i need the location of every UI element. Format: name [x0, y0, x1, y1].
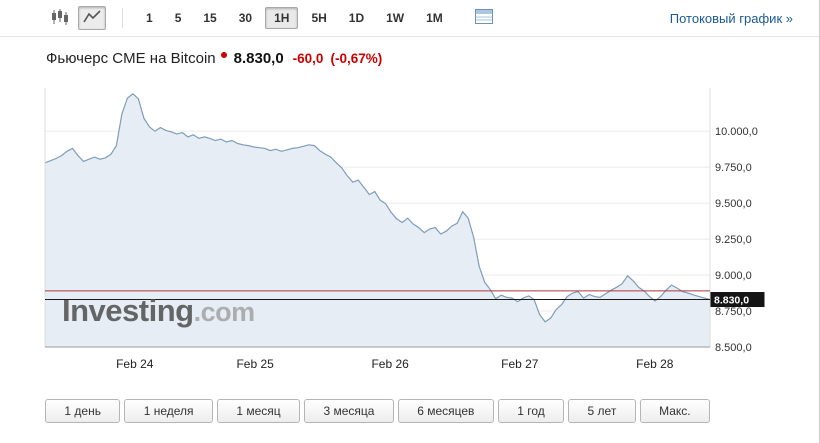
range-button-5-лет[interactable]: 5 лет	[568, 399, 636, 423]
data-panel-icon	[474, 9, 493, 27]
range-button-макс[interactable]: Макс.	[639, 399, 711, 423]
streaming-chart-link[interactable]: Потоковый график »	[670, 11, 793, 26]
data-panel-button[interactable]	[470, 6, 498, 30]
price-chart[interactable]: 10.000,0 9.750,0 9.500,0 9.250,0 9.000,0 8.75…	[0, 85, 820, 385]
price-line	[44, 93, 711, 323]
price-area	[45, 93, 710, 347]
y-axis-label: 10.000,0	[715, 126, 758, 138]
line-chart-icon	[83, 9, 101, 28]
range-button-1-месяц[interactable]: 1 месяц	[216, 399, 301, 423]
x-axis-label: Feb 28	[636, 357, 674, 371]
range-button-3-месяца[interactable]: 3 месяца	[304, 399, 394, 423]
interval-button-1d[interactable]: 1D	[348, 11, 365, 25]
chevron-right-icon: »	[785, 10, 793, 26]
y-axis-label: 9.000,0	[715, 270, 752, 282]
interval-button-1w[interactable]: 1W	[386, 11, 405, 25]
interval-button-1[interactable]: 1	[146, 11, 153, 25]
range-button-1-неделя[interactable]: 1 неделя	[124, 399, 213, 423]
candlestick-chart-button[interactable]	[46, 6, 74, 30]
price-change: -60,0	[292, 51, 324, 66]
price-chart-canvas[interactable]: 10.000,0 9.750,0 9.500,0 9.250,0 9.000,0 8.75…	[0, 85, 820, 385]
status-dot-icon	[220, 51, 227, 58]
candlestick-chart-icon	[51, 8, 69, 28]
instrument-header: Фьючерс CME на Bitcoin 8.830,0 -60,0 (-0…	[46, 50, 389, 67]
line-chart-button[interactable]	[78, 6, 106, 30]
range-button-1-день[interactable]: 1 день	[45, 399, 121, 423]
y-axis-label: 9.500,0	[715, 198, 752, 210]
interval-button-group: 1 5 15 30 1H 5H 1D 1W 1M	[135, 7, 454, 29]
interval-button-1h[interactable]: 1H	[265, 7, 299, 29]
range-button-6-месяцев[interactable]: 6 месяцев	[397, 399, 494, 423]
interval-button-30[interactable]: 30	[238, 11, 253, 25]
current-price-tag-label: 8.830,0	[714, 295, 749, 307]
interval-button-15[interactable]: 15	[203, 11, 217, 25]
interval-button-5h[interactable]: 5H	[311, 11, 327, 25]
x-axis-label: Feb 26	[371, 357, 409, 371]
x-axis-label: Feb 25	[236, 357, 274, 371]
x-axis-label: Feb 24	[116, 357, 154, 371]
toolbar-divider	[122, 8, 123, 28]
last-price: 8.830,0	[233, 50, 284, 67]
range-button-group: 1 день 1 неделя 1 месяц 3 месяца 6 месяцев 1 …	[45, 399, 711, 423]
instrument-title: Фьючерс CME на Bitcoin	[46, 50, 216, 67]
interval-button-5[interactable]: 5	[174, 11, 182, 25]
chart-toolbar: 1 5 15 30 1H 5H 1D 1W 1M Потоковый график »	[0, 0, 819, 37]
y-axis-label: 8.750,0	[715, 306, 752, 318]
y-axis-label: 8.500,0	[715, 342, 752, 354]
price-change-percent: (-0,67%)	[330, 51, 383, 66]
x-axis-label: Feb 27	[501, 357, 539, 371]
range-button-1-год[interactable]: 1 год	[497, 399, 565, 423]
interval-button-1m[interactable]: 1M	[426, 11, 443, 25]
y-axis-label: 9.250,0	[715, 234, 752, 246]
streaming-chart-link-label: Потоковый график	[669, 10, 783, 26]
current-price-tag	[710, 292, 765, 308]
y-axis-label: 9.750,0	[715, 162, 752, 174]
